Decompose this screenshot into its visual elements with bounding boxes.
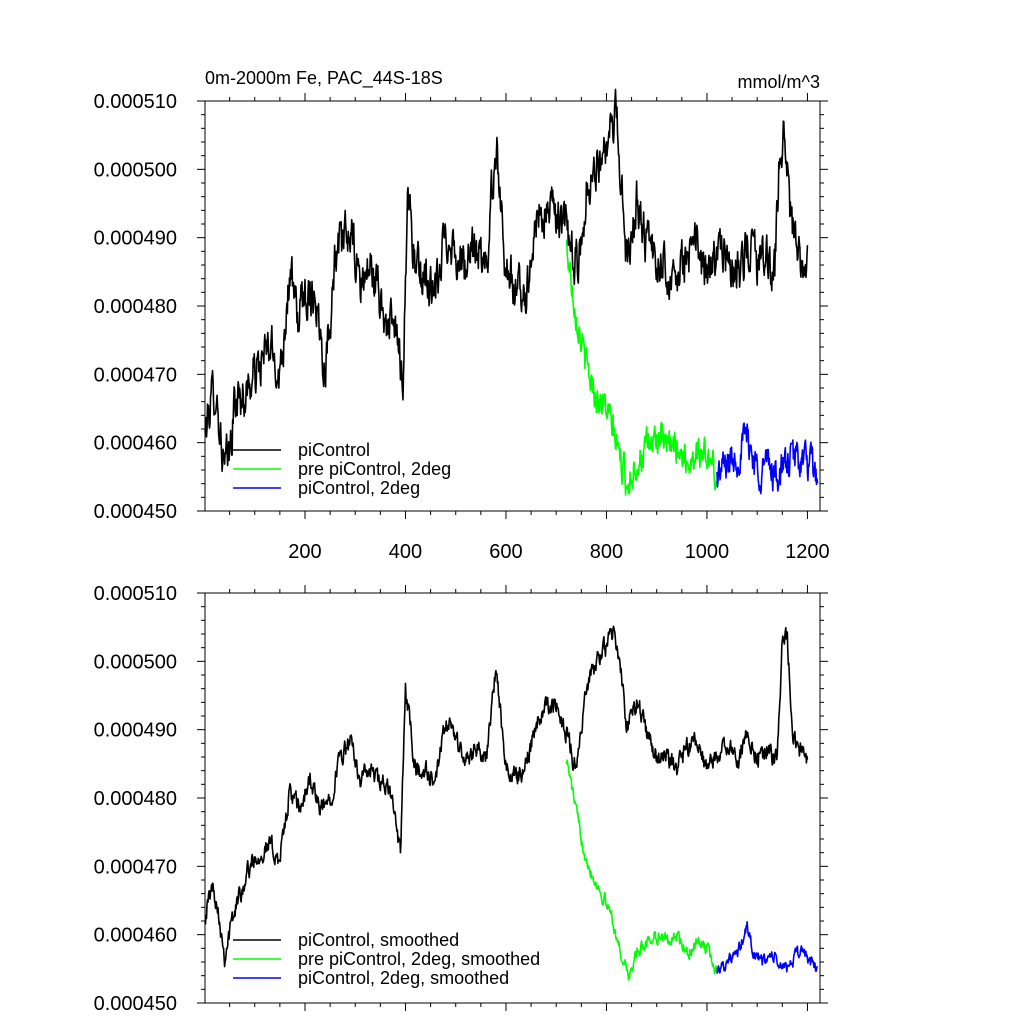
x-tick-label: 1200: [785, 541, 830, 563]
units-label: mmol/m^3: [738, 72, 820, 92]
y-tick-label: 0.000470: [94, 364, 177, 386]
y-tick-label: 0.000480: [94, 788, 177, 810]
legend-label: piControl, smoothed: [298, 930, 459, 950]
chart-title: 0m-2000m Fe, PAC_44S-18S: [205, 68, 443, 89]
y-tick-label: 0.000500: [94, 651, 177, 673]
x-tick-label: 1000: [685, 541, 730, 563]
series-line-picontrol-2deg-smoothed: [716, 920, 819, 974]
y-tick-label: 0.000500: [94, 159, 177, 181]
series-line-pre-picontrol-2deg: [565, 239, 718, 496]
series-line-picontrol-smoothed: [204, 625, 809, 968]
top-panel: 0.000450 0.000460 0.000470 0.000480 0.000490…: [94, 88, 830, 563]
bottom-panel: 0.000450 0.000460 0.000470 0.000480 0.000490…: [94, 583, 828, 1015]
y-tick-label: 0.000490: [94, 228, 177, 250]
y-tick-label: 0.000450: [94, 501, 177, 523]
y-tick-label: 0.000450: [94, 993, 177, 1015]
y-tick-label: 0.000460: [94, 925, 177, 947]
legend-label: pre piControl, 2deg, smoothed: [298, 949, 540, 969]
y-tick-label: 0.000480: [94, 296, 177, 318]
y-tick-label: 0.000510: [94, 583, 177, 605]
legend-label: pre piControl, 2deg: [298, 459, 451, 479]
series-line-picontrol-2deg: [716, 422, 819, 495]
series-line-pre-picontrol-2deg-smoothed: [565, 759, 718, 981]
series-line-picontrol: [204, 88, 809, 472]
x-tick-label: 600: [489, 541, 522, 563]
y-tick-label: 0.000490: [94, 720, 177, 742]
y-tick-label: 0.000510: [94, 91, 177, 113]
y-tick-label: 0.000470: [94, 856, 177, 878]
x-tick-label: 800: [590, 541, 623, 563]
x-tick-label: 400: [389, 541, 422, 563]
legend-label: piControl, 2deg: [298, 478, 420, 498]
x-tick-label: 200: [288, 541, 321, 563]
y-tick-label: 0.000460: [94, 433, 177, 455]
legend-label: piControl, 2deg, smoothed: [298, 968, 509, 988]
legend-label: piControl: [298, 440, 370, 460]
